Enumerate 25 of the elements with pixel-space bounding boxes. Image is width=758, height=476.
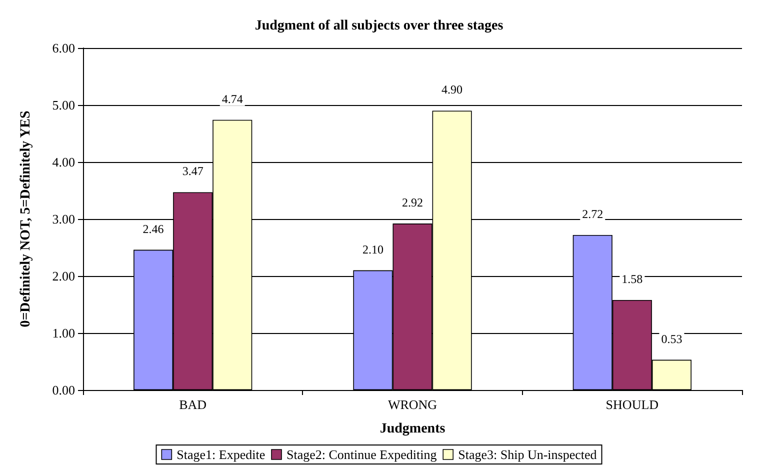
legend-label: Stage2: Continue Expediting xyxy=(286,447,438,462)
data-label: 1.58 xyxy=(622,272,643,286)
y-tick-label: 6.00 xyxy=(52,40,75,56)
y-tick-label: 2.00 xyxy=(52,268,75,284)
legend-label: Stage1: Expedite xyxy=(176,447,266,462)
data-label: 2.72 xyxy=(582,206,604,221)
data-label: 2.10 xyxy=(362,242,384,256)
legend-label: Stage3: Ship Un-inspected xyxy=(458,447,598,462)
data-label: 3.47 xyxy=(182,164,204,178)
y-axis-title: 0=Definitely NOT, 5=Definitely YES xyxy=(18,110,34,328)
data-label: 4.74 xyxy=(222,92,243,106)
y-tick-label: 3.00 xyxy=(52,212,75,226)
data-label: 4.90 xyxy=(442,82,463,97)
x-axis-title: Judgments xyxy=(380,422,446,436)
y-tick-label: 1.00 xyxy=(52,326,75,340)
data-label: 2.46 xyxy=(142,222,164,236)
chart-title: Judgment of all subjects over three stages xyxy=(254,18,504,34)
x-tick-label: BAD xyxy=(179,397,207,412)
y-tick-label: 0.00 xyxy=(52,382,75,398)
y-tick-label: 5.00 xyxy=(52,98,75,112)
data-label: 2.92 xyxy=(402,196,423,210)
data-label: 0.53 xyxy=(661,332,682,346)
x-tick-label: WRONG xyxy=(388,397,438,412)
x-tick-label: SHOULD xyxy=(606,397,659,412)
y-tick-label: 4.00 xyxy=(52,154,75,170)
